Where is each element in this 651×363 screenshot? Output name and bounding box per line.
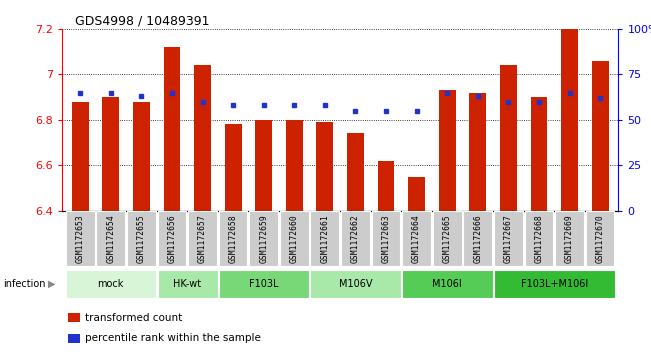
Bar (586, 211, 615, 266)
Bar (133, 102, 150, 211)
Bar (311, 270, 401, 298)
Bar (561, 29, 578, 211)
Bar (225, 124, 242, 211)
Text: GSM1172658: GSM1172658 (229, 214, 238, 263)
Bar (286, 120, 303, 211)
Bar (158, 211, 186, 266)
Bar (311, 211, 339, 266)
Text: GSM1172654: GSM1172654 (106, 214, 115, 263)
Bar (96, 211, 125, 266)
Text: GSM1172660: GSM1172660 (290, 214, 299, 263)
Text: GSM1172653: GSM1172653 (76, 214, 85, 263)
Text: M106V: M106V (339, 279, 372, 289)
Text: GSM1172669: GSM1172669 (565, 214, 574, 263)
Text: GSM1172655: GSM1172655 (137, 214, 146, 263)
Bar (66, 270, 156, 298)
Bar (500, 65, 517, 211)
Text: GSM1172664: GSM1172664 (412, 214, 421, 263)
Text: GSM1172663: GSM1172663 (381, 214, 391, 263)
Bar (433, 211, 462, 266)
Bar (219, 211, 247, 266)
Bar (158, 270, 217, 298)
Text: mock: mock (98, 279, 124, 289)
Text: F103L: F103L (249, 279, 279, 289)
Bar (469, 93, 486, 211)
Text: GSM1172657: GSM1172657 (198, 214, 207, 263)
Bar (341, 211, 370, 266)
Text: GSM1172670: GSM1172670 (596, 214, 605, 263)
Bar (439, 90, 456, 211)
Bar (494, 270, 615, 298)
Text: GSM1172668: GSM1172668 (534, 214, 544, 263)
Text: transformed count: transformed count (85, 313, 182, 323)
Text: GSM1172661: GSM1172661 (320, 214, 329, 263)
Text: GSM1172659: GSM1172659 (259, 214, 268, 263)
Bar (188, 211, 217, 266)
Bar (66, 211, 94, 266)
Bar (408, 176, 425, 211)
Text: GSM1172665: GSM1172665 (443, 214, 452, 263)
Bar (494, 211, 523, 266)
Bar (194, 65, 211, 211)
Bar (127, 211, 156, 266)
Text: infection: infection (3, 279, 46, 289)
Bar (347, 133, 364, 211)
Bar (402, 211, 431, 266)
Bar (378, 160, 395, 211)
Text: F103L+M106I: F103L+M106I (521, 279, 588, 289)
Text: M106I: M106I (432, 279, 462, 289)
Bar (525, 211, 553, 266)
Bar (531, 97, 547, 211)
Bar (555, 211, 584, 266)
Bar (372, 211, 400, 266)
Bar (592, 61, 609, 211)
Text: GSM1172667: GSM1172667 (504, 214, 513, 263)
Bar (316, 122, 333, 211)
Bar (249, 211, 278, 266)
Text: percentile rank within the sample: percentile rank within the sample (85, 334, 261, 343)
Text: ▶: ▶ (48, 279, 55, 289)
Bar (402, 270, 493, 298)
Text: GSM1172662: GSM1172662 (351, 214, 360, 263)
Bar (464, 211, 492, 266)
Bar (102, 97, 119, 211)
Bar (219, 270, 309, 298)
Bar (280, 211, 309, 266)
Bar (255, 120, 272, 211)
Text: HK-wt: HK-wt (173, 279, 201, 289)
Bar (163, 47, 180, 211)
Text: GDS4998 / 10489391: GDS4998 / 10489391 (75, 15, 210, 28)
Text: GSM1172656: GSM1172656 (167, 214, 176, 263)
Bar (72, 102, 89, 211)
Text: GSM1172666: GSM1172666 (473, 214, 482, 263)
